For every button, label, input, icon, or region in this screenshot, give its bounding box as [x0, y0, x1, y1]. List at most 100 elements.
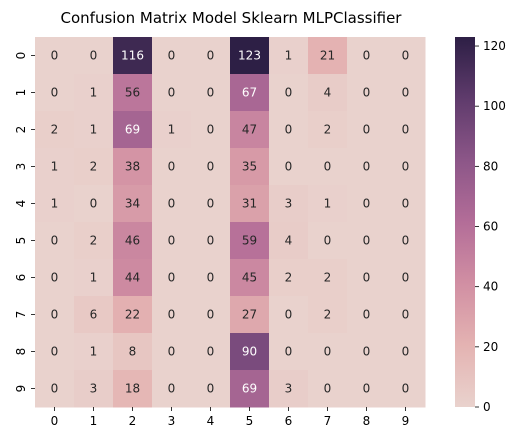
- cell-value-label: 2: [324, 123, 332, 137]
- x-tick-label: 3: [168, 414, 176, 428]
- cell-value-label: 2: [324, 308, 332, 322]
- heatmap-cell: [152, 259, 192, 297]
- cell-value-label: 0: [207, 49, 215, 63]
- cell-value-label: 1: [51, 160, 59, 174]
- cell-value-label: 0: [207, 382, 215, 396]
- heatmap-cell: [386, 259, 426, 297]
- cell-value-label: 0: [402, 49, 410, 63]
- y-tick-label: 6: [14, 274, 28, 282]
- y-tick-label: 3: [14, 163, 28, 171]
- heatmap-cell: [347, 37, 387, 75]
- cell-value-label: 0: [363, 86, 371, 100]
- cell-value-label: 0: [207, 345, 215, 359]
- cell-value-label: 6: [90, 308, 98, 322]
- cell-value-label: 3: [285, 382, 293, 396]
- colorbar-tick-label: 120: [483, 39, 506, 53]
- cell-value-label: 56: [125, 86, 140, 100]
- cell-value-label: 0: [363, 160, 371, 174]
- cell-value-label: 0: [168, 308, 176, 322]
- cell-value-label: 0: [363, 197, 371, 211]
- heatmap-cell: [152, 222, 192, 260]
- heatmap-cell: [35, 222, 75, 260]
- heatmap-cell: [347, 185, 387, 223]
- colorbar-tick-label: 20: [483, 340, 498, 354]
- cell-value-label: 18: [125, 382, 140, 396]
- heatmap-cell: [74, 111, 114, 149]
- heatmap-cell: [230, 370, 270, 408]
- cell-value-label: 0: [402, 123, 410, 137]
- cell-value-label: 0: [51, 345, 59, 359]
- heatmap-cell: [230, 37, 270, 75]
- heatmap-cell: [35, 296, 75, 334]
- cell-value-label: 0: [90, 197, 98, 211]
- heatmap-cell: [74, 74, 114, 112]
- heatmap-cell: [308, 185, 348, 223]
- cell-value-label: 2: [90, 160, 98, 174]
- heatmap-cell: [386, 148, 426, 186]
- x-tick-label: 5: [246, 414, 254, 428]
- heatmap-cell: [308, 370, 348, 408]
- heatmap-cell: [191, 333, 231, 371]
- heatmap-cell: [269, 370, 309, 408]
- cell-value-label: 0: [51, 308, 59, 322]
- heatmap-cell: [74, 333, 114, 371]
- heatmap-cell: [74, 370, 114, 408]
- x-tick-label: 4: [207, 414, 215, 428]
- y-axis-ticks: 0 1 2 3 4 5 6 7 8 9: [14, 52, 35, 392]
- cell-value-label: 0: [363, 123, 371, 137]
- heatmap-cell: [113, 370, 153, 408]
- heatmap-cell: [230, 296, 270, 334]
- cell-value-label: 2: [51, 123, 59, 137]
- cell-value-label: 2: [285, 271, 293, 285]
- y-tick-label: 7: [14, 311, 28, 319]
- x-tick-label: 7: [324, 414, 332, 428]
- heatmap-cell: [74, 148, 114, 186]
- heatmap-cell: [35, 74, 75, 112]
- cell-value-label: 1: [90, 271, 98, 285]
- heatmap-cell: [308, 111, 348, 149]
- heatmap-cell: [347, 111, 387, 149]
- cell-value-label: 0: [207, 197, 215, 211]
- heatmap-cell: [35, 333, 75, 371]
- cell-value-label: 0: [363, 49, 371, 63]
- cell-value-label: 0: [51, 86, 59, 100]
- cell-value-label: 0: [168, 160, 176, 174]
- colorbar-tick-label: 0: [483, 400, 491, 414]
- heatmap-cell: [347, 74, 387, 112]
- heatmap-cell: [308, 296, 348, 334]
- cell-value-label: 0: [402, 160, 410, 174]
- cell-value-label: 67: [242, 86, 257, 100]
- cell-value-label: 4: [324, 86, 332, 100]
- cell-value-label: 0: [402, 382, 410, 396]
- cell-value-label: 0: [207, 308, 215, 322]
- cell-value-label: 0: [90, 49, 98, 63]
- heatmap-cell: [74, 296, 114, 334]
- cell-value-label: 3: [285, 197, 293, 211]
- heatmap-cell: [269, 37, 309, 75]
- cell-value-label: 1: [324, 197, 332, 211]
- cell-value-label: 0: [363, 308, 371, 322]
- heatmap-cell: [35, 111, 75, 149]
- cell-value-label: 0: [168, 197, 176, 211]
- x-tick-label: 9: [402, 414, 410, 428]
- heatmap-cell: [269, 111, 309, 149]
- y-tick-label: 2: [14, 126, 28, 134]
- heatmap-cell: [269, 259, 309, 297]
- heatmap-cell: [386, 74, 426, 112]
- cell-value-label: 0: [402, 308, 410, 322]
- heatmap-cell: [113, 222, 153, 260]
- heatmap-cell: [269, 74, 309, 112]
- heatmap-cell: [152, 333, 192, 371]
- y-tick-label: 5: [14, 237, 28, 245]
- cell-value-label: 0: [51, 49, 59, 63]
- heatmap-cell: [308, 259, 348, 297]
- cell-value-label: 46: [125, 234, 140, 248]
- heatmap-cell: [113, 185, 153, 223]
- heatmap-cell: [230, 185, 270, 223]
- heatmap-cell: [74, 259, 114, 297]
- heatmap-cell: [152, 37, 192, 75]
- cell-value-label: 0: [207, 86, 215, 100]
- heatmap-cell: [191, 296, 231, 334]
- heatmap-cell: [35, 185, 75, 223]
